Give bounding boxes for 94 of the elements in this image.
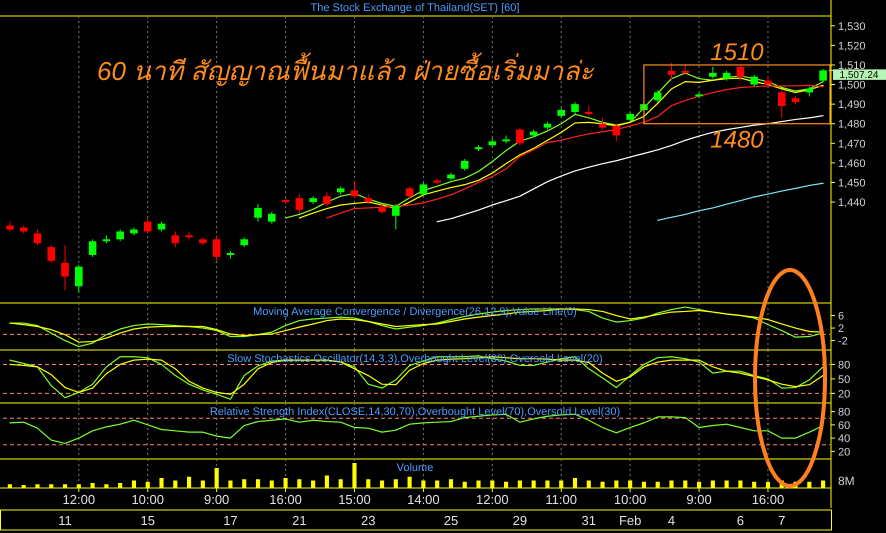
category-label: 6: [736, 513, 744, 528]
y-tick-label: 1,450: [838, 177, 866, 190]
x-tick-label: 12:00: [62, 492, 96, 507]
annotation: 1510: [710, 38, 764, 66]
candlestick: [116, 228, 124, 242]
x-tick-label: 9:00: [204, 492, 230, 507]
candlestick: [350, 180, 358, 199]
candlestick: [323, 192, 331, 206]
candlestick: [144, 217, 152, 234]
category-label: Feb: [618, 513, 642, 528]
annotation: 60 นาที สัญญาณฟื้นมาแล้ว ฝ่ายซื้อเริ่มมาล่ะ: [97, 52, 595, 86]
category-label: 29: [512, 513, 528, 528]
y-tick-label: 1,480: [838, 118, 866, 131]
y-tick-label: 20: [838, 388, 850, 400]
y-tick-label: 20: [838, 446, 850, 458]
category-label: 17: [223, 513, 238, 528]
y-tick-label: 80: [838, 406, 850, 419]
y-tick-label: -2: [838, 336, 848, 348]
y-tick-label: 60: [838, 420, 850, 432]
candlestick: [571, 102, 579, 114]
candlestick: [764, 76, 772, 88]
candlestick: [626, 111, 634, 122]
y-tick-label: 1,440: [838, 197, 866, 210]
candlestick: [75, 264, 83, 293]
candlestick: [557, 108, 566, 118]
y-tick-label: 6: [838, 310, 844, 323]
x-tick-label: 16:00: [752, 492, 784, 507]
y-tick-label: 1,490: [838, 99, 866, 112]
x-tick-label: 9:00: [686, 492, 712, 507]
candlestick: [47, 244, 56, 264]
y-tick-label: 40: [838, 433, 850, 446]
candlestick: [240, 236, 248, 248]
chart-title: Volume: [396, 462, 434, 474]
candlestick: [268, 211, 276, 224]
candlestick: [254, 204, 262, 222]
category-label: 23: [361, 513, 376, 528]
y-tick-label: 1,470: [838, 138, 866, 150]
candlestick: [516, 127, 524, 146]
x-tick-label: 10:00: [614, 492, 646, 507]
candlestick: [212, 234, 220, 262]
x-tick-label: 15:00: [338, 492, 371, 507]
candlestick: [6, 221, 14, 232]
category-label: 11: [58, 513, 72, 528]
candlestick: [819, 68, 827, 84]
category-label: 31: [582, 513, 596, 528]
candlestick: [585, 106, 593, 116]
x-tick-label: 10:00: [131, 492, 164, 507]
chart-title: The Stock Exchange of Thailand(SET) [60]: [310, 2, 520, 14]
candlestick: [460, 158, 469, 172]
candlestick: [488, 136, 496, 148]
candlestick: [778, 90, 786, 118]
candlestick: [296, 194, 304, 214]
y-tick-label: 1,460: [838, 158, 866, 170]
x-tick-label: 14:00: [407, 492, 440, 507]
candlestick: [88, 238, 96, 258]
candlestick: [736, 64, 744, 82]
candlestick: [598, 117, 606, 130]
category-label: 15: [140, 513, 155, 528]
y-tick-label: 1,520: [838, 40, 866, 52]
candlestick: [34, 228, 42, 246]
candlestick: [61, 244, 69, 291]
candlestick: [612, 123, 620, 142]
x-tick-label: 11:00: [545, 492, 578, 507]
candlestick: [158, 221, 166, 232]
candlestick: [392, 204, 400, 230]
candlestick: [364, 194, 372, 205]
category-label: 21: [292, 513, 307, 528]
y-tick-label: 1,500: [838, 80, 866, 92]
text: 1,507.24: [840, 70, 879, 81]
y-tick-label: 2: [838, 323, 844, 336]
y-tick-label: 1,530: [838, 20, 866, 33]
candlestick: [681, 64, 690, 76]
candlestick: [722, 70, 730, 82]
x-tick-label: 12:00: [476, 492, 509, 507]
category-label: 25: [444, 513, 458, 528]
y-tick-label: 1,510: [838, 60, 866, 72]
candlestick: [668, 62, 676, 82]
y-tick-label: 50: [838, 374, 850, 386]
x-tick-label: 16:00: [269, 492, 302, 507]
text: 8M: [838, 474, 855, 488]
line-series: [657, 182, 824, 221]
annotation: 1480: [710, 126, 764, 154]
y-tick-label: 80: [838, 359, 850, 372]
category-label: 7: [778, 513, 786, 528]
category-label: 4: [668, 513, 676, 528]
candlestick: [654, 90, 662, 103]
chart-title: Relative Strength Index(CLOSE,14,30,70),Overbought Level(70),Oversold Level(30): [210, 406, 620, 418]
candlestick: [378, 204, 386, 214]
candlestick: [806, 86, 814, 97]
candlestick: [750, 74, 758, 88]
candlestick: [172, 230, 180, 248]
line-series: [436, 115, 824, 222]
candlestick: [420, 182, 428, 197]
candlestick: [406, 186, 414, 199]
